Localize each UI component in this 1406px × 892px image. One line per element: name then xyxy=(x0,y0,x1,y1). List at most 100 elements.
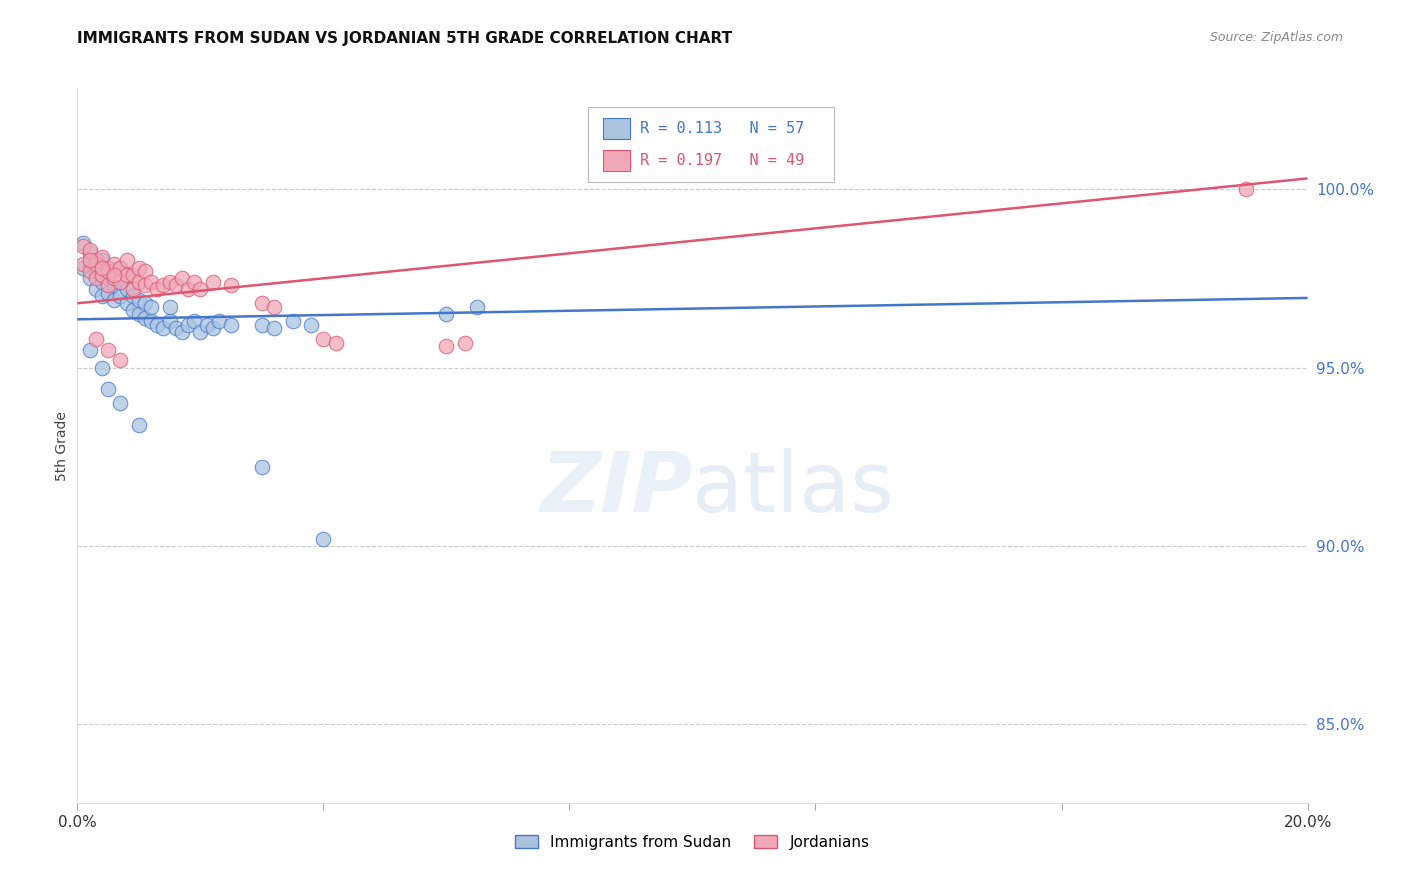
Bar xyxy=(603,150,630,171)
Point xyxy=(263,300,285,314)
FancyBboxPatch shape xyxy=(588,107,834,182)
Point xyxy=(134,310,156,325)
Bar xyxy=(603,118,630,139)
Point xyxy=(84,271,107,285)
Point xyxy=(115,268,138,282)
Point xyxy=(201,275,224,289)
Point xyxy=(312,532,335,546)
Point xyxy=(79,243,101,257)
Text: R = 0.113   N = 57: R = 0.113 N = 57 xyxy=(640,121,804,136)
Point xyxy=(110,260,132,275)
Point xyxy=(90,268,114,282)
Point xyxy=(103,264,125,278)
Point xyxy=(103,268,125,282)
Point xyxy=(110,396,132,410)
Point xyxy=(84,257,107,271)
Point xyxy=(121,303,143,318)
Point xyxy=(250,296,273,310)
Point xyxy=(90,289,114,303)
Point xyxy=(141,300,163,314)
Point xyxy=(128,417,150,432)
Point xyxy=(115,253,138,268)
Point xyxy=(79,253,101,268)
Point xyxy=(165,321,187,335)
Point xyxy=(103,271,125,285)
Point xyxy=(152,321,174,335)
Point xyxy=(128,260,150,275)
Point xyxy=(128,275,150,289)
Point xyxy=(115,296,138,310)
Point xyxy=(72,260,94,275)
Point xyxy=(97,382,120,396)
Point xyxy=(110,353,132,368)
Point xyxy=(146,318,169,332)
Point xyxy=(121,282,143,296)
Point xyxy=(103,257,125,271)
Point xyxy=(159,314,181,328)
Point xyxy=(72,235,94,250)
Point xyxy=(159,300,181,314)
Point xyxy=(103,278,125,293)
Point xyxy=(90,360,114,375)
Point xyxy=(72,239,94,253)
Point xyxy=(97,260,120,275)
Point xyxy=(201,321,224,335)
Point xyxy=(177,318,200,332)
Point xyxy=(115,268,138,282)
Legend: Immigrants from Sudan, Jordanians: Immigrants from Sudan, Jordanians xyxy=(509,829,876,855)
Point xyxy=(97,278,120,293)
Point xyxy=(1234,182,1257,196)
Point xyxy=(84,332,107,346)
Point xyxy=(97,260,120,275)
Point xyxy=(281,314,304,328)
Point xyxy=(128,307,150,321)
Point xyxy=(97,343,120,357)
Point xyxy=(146,282,169,296)
Point xyxy=(110,289,132,303)
Point xyxy=(90,260,114,275)
Point xyxy=(134,296,156,310)
Point xyxy=(97,271,120,285)
Point xyxy=(183,314,205,328)
Point xyxy=(84,282,107,296)
Point xyxy=(128,293,150,307)
Point xyxy=(219,318,242,332)
Point xyxy=(90,268,114,282)
Point xyxy=(134,264,156,278)
Point xyxy=(72,257,94,271)
Point xyxy=(195,318,218,332)
Point xyxy=(250,318,273,332)
Point xyxy=(177,282,200,296)
Point xyxy=(97,285,120,300)
Point xyxy=(183,275,205,289)
Point xyxy=(141,314,163,328)
Point xyxy=(110,275,132,289)
Text: Source: ZipAtlas.com: Source: ZipAtlas.com xyxy=(1209,31,1343,45)
Point xyxy=(90,250,114,264)
Point xyxy=(110,275,132,289)
Point xyxy=(219,278,242,293)
Point xyxy=(97,264,120,278)
Point xyxy=(84,253,107,268)
Point xyxy=(188,325,212,339)
Point xyxy=(90,275,114,289)
Point xyxy=(141,275,163,289)
Point xyxy=(312,332,335,346)
Point xyxy=(121,268,143,282)
Point xyxy=(79,246,101,260)
Point xyxy=(121,289,143,303)
Point xyxy=(79,257,101,271)
Point xyxy=(170,271,193,285)
Point xyxy=(103,293,125,307)
Point xyxy=(159,275,181,289)
Point xyxy=(110,260,132,275)
Point xyxy=(79,343,101,357)
Point xyxy=(152,278,174,293)
Point xyxy=(165,278,187,293)
Point xyxy=(250,460,273,475)
Point xyxy=(465,300,488,314)
Point xyxy=(263,321,285,335)
Point xyxy=(208,314,231,328)
Point xyxy=(170,325,193,339)
Point xyxy=(325,335,347,350)
